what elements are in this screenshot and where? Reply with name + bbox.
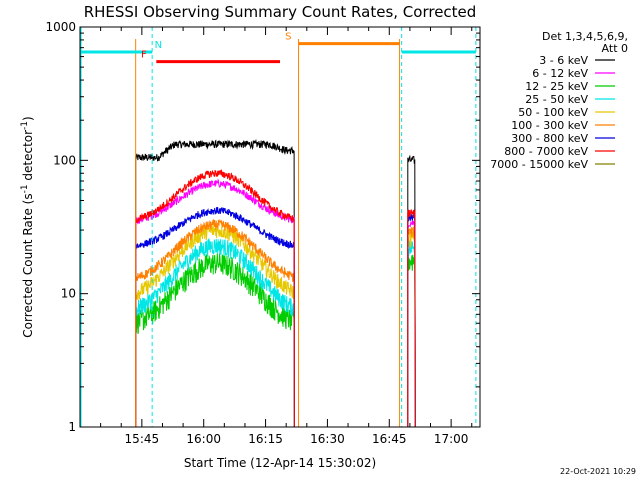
- y-tick-label: 10: [61, 287, 76, 301]
- y-axis-label-mid: detector: [21, 130, 35, 185]
- series-line-segment: [407, 248, 416, 428]
- state-bar-label: F: [141, 50, 147, 61]
- y-axis-label-sup1: -1: [20, 184, 30, 193]
- x-tick-label: 17:00: [434, 432, 469, 446]
- series-line: [135, 238, 295, 428]
- detector-info-line2: Att 0: [602, 42, 628, 55]
- legend-label: 300 - 800 keV: [511, 132, 588, 145]
- legend-label: 100 - 300 keV: [511, 119, 588, 132]
- y-axis-label-main: Corrected Count Rate (s: [21, 193, 35, 337]
- legend-label: 3 - 6 keV: [539, 54, 588, 67]
- series-line: [135, 218, 295, 428]
- legend-label: 800 - 7000 keV: [504, 145, 588, 158]
- series-line: [135, 178, 295, 428]
- series-line-segment: [407, 209, 416, 428]
- legend-label: 7000 - 15000 keV: [490, 158, 588, 171]
- detector-info-line1: Det 1,3,4,5,6,9,: [542, 30, 628, 43]
- series-line: [135, 138, 295, 428]
- legend-label: 50 - 100 keV: [518, 106, 588, 119]
- legend-label: 12 - 25 keV: [525, 80, 588, 93]
- series-line: [135, 169, 295, 428]
- y-axis-label-end: ): [21, 116, 35, 121]
- state-bar-label: N: [155, 40, 162, 51]
- legend-label: 6 - 12 keV: [532, 67, 588, 80]
- series-line-segment: [407, 154, 416, 428]
- x-tick-label: 16:15: [248, 432, 283, 446]
- x-tick-label: 15:45: [125, 432, 160, 446]
- series-line: [135, 224, 295, 428]
- x-axis-label: Start Time (12-Apr-14 15:30:02): [184, 456, 376, 470]
- y-tick-label: 1: [68, 420, 76, 434]
- series-line-segment: [407, 240, 416, 428]
- legend-label: 25 - 50 keV: [525, 93, 588, 106]
- axis-ticks: 1 10 100 1000 15:45 16:00 16:15 16:30 16:45 17:00: [45, 20, 480, 446]
- plot-frame: [79, 26, 481, 428]
- x-tick-label: 16:00: [186, 432, 221, 446]
- series-line-segment: [407, 220, 416, 428]
- plot-area: NF S: [80, 27, 477, 428]
- series-line: [135, 253, 295, 428]
- chart-title: RHESSI Observing Summary Count Rates, Co…: [84, 3, 477, 21]
- timestamp: 22-Oct-2021 10:29: [560, 467, 636, 476]
- series-line-segment: [407, 226, 416, 427]
- y-axis-label: Corrected Count Rate (s-1 detector-1): [20, 116, 35, 337]
- series-line: [135, 206, 295, 428]
- x-tick-label: 16:45: [372, 432, 407, 446]
- state-bar-label: S: [285, 32, 291, 43]
- y-axis-label-sup2: -1: [20, 121, 30, 130]
- y-tick-label: 1000: [45, 20, 76, 34]
- y-tick-label: 100: [53, 153, 76, 167]
- x-tick-label: 16:30: [310, 432, 345, 446]
